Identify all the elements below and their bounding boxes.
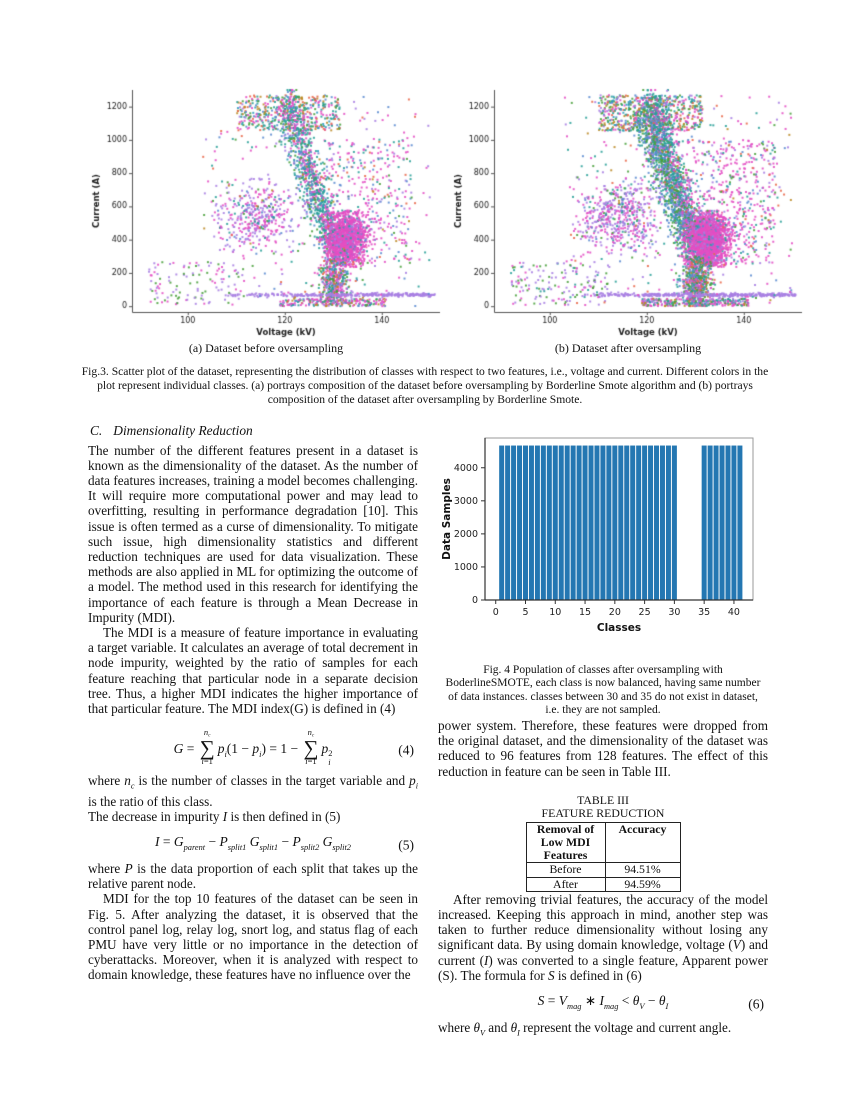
table-header-removal: Removal of Low MDI Features (525, 821, 606, 864)
bar (511, 445, 517, 601)
bar (731, 445, 737, 601)
bar (552, 445, 558, 601)
bar (618, 445, 624, 601)
bar-chart: 0 1000 2000 3000 4000 0 5 10 15 20 25 30 35 40 Classes… (441, 437, 754, 634)
where-clause-6: where θV and θI represent the voltage an… (438, 1019, 732, 1038)
table-header-row: Removal of Low MDI Features Accuracy (525, 821, 681, 864)
bar (725, 445, 731, 601)
bar (517, 445, 523, 601)
svg-text:Data Samples: Data Samples (441, 479, 453, 561)
bar (630, 445, 636, 601)
paragraph-4: power system. Therefore, these features … (438, 717, 768, 779)
svg-text:30: 30 (668, 607, 680, 618)
feature-reduction-tbody: Before 94.51% After 94.59% (525, 862, 681, 892)
svg-text:20: 20 (609, 607, 621, 618)
section-title: Dimensionality Reduction (113, 423, 253, 439)
paragraph-3: MDI for the top 10 features of the datas… (88, 891, 418, 983)
svg-text:4000: 4000 (454, 463, 478, 474)
scatter-figure-a: (a) Dataset before oversampling (85, 86, 447, 356)
bar (713, 445, 719, 601)
bar (528, 445, 534, 601)
table3-section: TABLE III FEATURE REDUCTION Removal of L… (438, 792, 768, 892)
bar (648, 445, 654, 601)
bar (546, 445, 552, 601)
equation-4-number: (4) (398, 741, 414, 757)
bar (588, 445, 594, 601)
scatter-figure-b: (b) Dataset after oversampling (447, 86, 809, 356)
bar (654, 445, 660, 601)
svg-text:1000: 1000 (454, 562, 478, 573)
equation-5: I = Gparent − Psplit1 Gsplit1 − Psplit2 … (88, 834, 418, 855)
svg-text:5: 5 (522, 607, 528, 618)
svg-text:35: 35 (698, 607, 710, 618)
section-heading: C. Dimensionality Reduction (90, 423, 418, 438)
left-column: C. Dimensionality Reduction The number of… (88, 423, 418, 1040)
svg-text:Classes: Classes (597, 622, 641, 634)
bar (707, 445, 713, 601)
svg-text:3000: 3000 (454, 496, 478, 507)
paragraph-5: After removing trivial features, the acc… (438, 891, 769, 983)
svg-text:2000: 2000 (454, 529, 478, 540)
equation-5-body: I = Gparent − Psplit1 Gsplit1 − Psplit2 … (154, 834, 351, 852)
table3-title: TABLE III (577, 792, 629, 807)
bar (737, 445, 743, 601)
equation-5-number: (5) (398, 836, 414, 852)
equation-4: G = nc ∑ i=1 pi(1 − pi) = 1 − nc ∑ i=1 p 2 i (4) (88, 727, 418, 769)
bar (534, 445, 540, 601)
svg-text:15: 15 (579, 607, 591, 618)
paragraph-decrease: The decrease in impurity I is then defin… (88, 808, 341, 824)
equation-6-body: S = Vmag ∗ Imag < θV − θI (537, 993, 669, 1011)
svg-text:0: 0 (493, 607, 499, 618)
bar (606, 445, 612, 601)
figure3: (a) Dataset before oversampling (b) Data… (85, 86, 812, 356)
bar (701, 445, 707, 601)
where-clause-5: where P is the data proportion of each s… (88, 861, 419, 892)
where-clause-4: where nc is the number of classes in the… (88, 772, 418, 809)
table-row: Before 94.51% (525, 862, 681, 878)
figure3-caption: Fig.3. Scatter plot of the dataset, repr… (81, 365, 769, 406)
bar (576, 445, 582, 601)
bar (719, 445, 725, 601)
bar (624, 445, 630, 601)
bar (558, 445, 564, 601)
bar (523, 445, 528, 601)
two-column-body: C. Dimensionality Reduction The number of… (88, 423, 768, 1040)
bar (505, 445, 511, 601)
bar (540, 445, 546, 601)
bar (671, 445, 677, 601)
scatter-plot-after (447, 86, 809, 340)
scatter-plot-before (85, 86, 447, 340)
scatter-caption-a: (a) Dataset before oversampling (188, 341, 344, 355)
bar (636, 445, 642, 601)
figure4-caption: Fig. 4 Population of classes after overs… (445, 663, 761, 717)
svg-text:25: 25 (639, 607, 651, 618)
bar (570, 445, 576, 601)
equation-6-number: (6) (748, 995, 764, 1011)
bar (642, 445, 648, 601)
equation-4-body: G = nc ∑ i=1 pi(1 − pi) = 1 − nc ∑ i=1 p 2 i (173, 727, 333, 767)
bar (612, 445, 618, 601)
bar (564, 445, 570, 601)
bar (600, 445, 606, 601)
table3-subtitle: FEATURE REDUCTION (541, 806, 665, 821)
svg-text:10: 10 (549, 607, 561, 618)
table-row: After 94.59% (525, 876, 681, 892)
right-column: 0 1000 2000 3000 4000 0 5 10 15 20 25 30 35 40 Classes… (438, 423, 768, 1040)
equation-6: S = Vmag ∗ Imag < θV − θI (6) (438, 993, 768, 1014)
figure4: 0 1000 2000 3000 4000 0 5 10 15 20 25 30 35 40 Classes… (438, 425, 768, 653)
bar (594, 445, 600, 601)
paragraph-2: The MDI is a measure of feature importan… (88, 625, 418, 717)
scatter-caption-b: (b) Dataset after oversampling (554, 341, 702, 355)
bar (582, 445, 588, 601)
feature-reduction-table: Removal of Low MDI Features Accuracy Bef… (525, 821, 681, 892)
bar (665, 445, 671, 601)
section-label: C. (90, 423, 103, 439)
paragraph-1: The number of the different features pre… (88, 442, 418, 625)
bar (659, 445, 665, 601)
bar (499, 445, 505, 601)
svg-text:0: 0 (472, 595, 478, 606)
table-header-accuracy: Accuracy (604, 821, 681, 864)
svg-text:40: 40 (728, 607, 740, 618)
